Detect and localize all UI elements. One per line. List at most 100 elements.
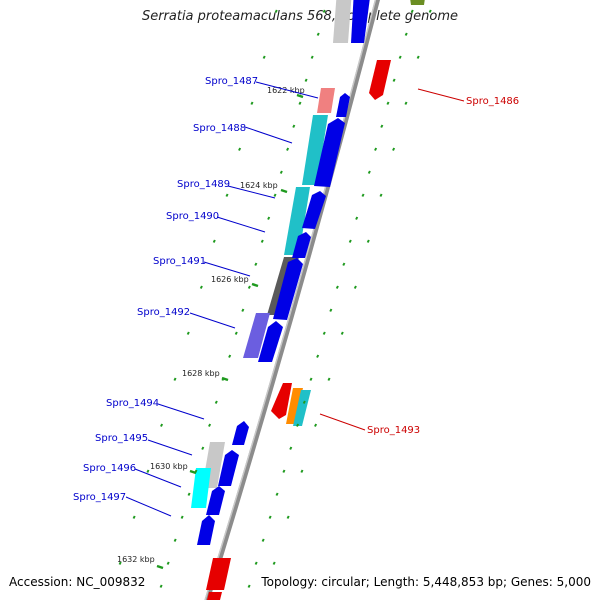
tick-dot-outer-2 [379, 193, 383, 197]
cds-forward-1496 [206, 486, 225, 515]
tick-dot-outer-2 [314, 423, 318, 427]
tick-dot-inner [228, 354, 232, 358]
feature-track-1496 [191, 468, 211, 508]
gene-label-spro-1488[interactable]: Spro_1488 [193, 123, 246, 134]
tick-dot-inner [173, 538, 177, 542]
tick-dot-outer-1 [380, 124, 384, 128]
gene-label-spro-1497[interactable]: Spro_1497 [73, 492, 126, 503]
tick-dot-inner [310, 55, 314, 59]
tick-dot-outer-1 [309, 377, 313, 381]
tick-dot-outer-1 [386, 101, 390, 105]
tick-label: 1632 kbp [117, 555, 155, 564]
cds-forward-1492 [258, 321, 283, 362]
gene-leader-line [417, 88, 465, 102]
gene-labels: Spro_1487 Spro_1488 Spro_1489 Spro_1490 Spro… [73, 76, 519, 517]
tick-dot-outer-1 [404, 32, 408, 36]
tick-dot-outer-2 [366, 239, 370, 243]
tick-dot-inner [187, 492, 191, 496]
tick-dot-outer-1 [322, 331, 326, 335]
topology-summary: Topology: circular; Length: 5,448,853 bp… [261, 575, 591, 589]
tick-mark [296, 93, 304, 99]
cds-forward-1489 [302, 191, 326, 229]
gene-label-spro-1490[interactable]: Spro_1490 [166, 211, 219, 222]
cds-reverse-1493 [271, 383, 292, 419]
tick-dot-outer-1 [329, 308, 333, 312]
tick-dot-outer-2 [272, 561, 276, 565]
gene-leader-line [203, 261, 251, 277]
tick-dot-outer-2 [340, 331, 344, 335]
tick-dot-outer-2 [286, 515, 290, 519]
tick-dot-outer-1 [410, 9, 414, 13]
cds-forward-1490 [292, 232, 311, 258]
tick-dot-outer-1 [275, 492, 279, 496]
tick-dot-inner-2 [186, 331, 190, 335]
tick-dot-inner [286, 147, 290, 151]
tick-dot-inner-2 [212, 239, 216, 243]
tick-label: 1624 kbp [240, 181, 278, 190]
gene-label-spro-1487[interactable]: Spro_1487 [205, 76, 258, 87]
tick-dot-outer-2 [300, 469, 304, 473]
tick-dot-outer-1 [261, 538, 265, 542]
tick-dot-outer-1 [296, 423, 300, 427]
tick-mark [156, 564, 164, 570]
tick-dot-inner [166, 561, 170, 565]
tick-dot-inner [254, 262, 258, 266]
gene-label-spro-1493[interactable]: Spro_1493 [367, 425, 420, 436]
tick-dot-inner [180, 515, 184, 519]
cds-reverse-bottom [206, 558, 231, 590]
tick-dot-inner-2 [146, 469, 150, 473]
tick-dot-inner-2 [118, 561, 122, 565]
gene-leader-line [216, 216, 266, 233]
gene-label-spro-1496[interactable]: Spro_1496 [83, 463, 136, 474]
cds-stripe-partial [333, 0, 352, 43]
tick-dot-outer-1 [348, 239, 352, 243]
tick-dot-outer-1 [247, 584, 251, 588]
gene-leader-line [255, 81, 319, 99]
cds-reverse-stripe-orange [286, 388, 303, 424]
tick-label: 1622 kbp [267, 86, 305, 95]
tick-dot-outer-2 [353, 285, 357, 289]
gene-leader-line [227, 185, 276, 199]
tick-dot-inner [292, 124, 296, 128]
gene-label-spro-1491[interactable]: Spro_1491 [153, 256, 206, 267]
gene-label-spro-1486[interactable]: Spro_1486 [466, 96, 519, 107]
accession-label: Accession: NC_009832 [9, 575, 146, 589]
tick-dot-inner-2 [199, 285, 203, 289]
tick-dot-inner [298, 101, 302, 105]
feature-track-1492 [243, 313, 270, 358]
tick-dot-inner [273, 193, 277, 197]
tick-mark [251, 282, 259, 288]
tick-mark [189, 469, 197, 475]
tick-dot-outer-1 [254, 561, 258, 565]
gene-label-spro-1494[interactable]: Spro_1494 [106, 398, 159, 409]
cds-reverse-stripe-teal [293, 390, 311, 426]
gene-label-spro-1489[interactable]: Spro_1489 [177, 179, 230, 190]
tick-dot-outer-1 [268, 515, 272, 519]
tick-dot-inner-2 [173, 377, 177, 381]
tick-label: 1630 kbp [150, 462, 188, 471]
tick-dot-inner [159, 584, 163, 588]
gene-label-spro-1495[interactable]: Spro_1495 [95, 433, 148, 444]
tick-dot-outer-1 [282, 469, 286, 473]
tick-dot-inner [247, 285, 251, 289]
gene-label-spro-1492[interactable]: Spro_1492 [137, 307, 190, 318]
cds-features [191, 60, 391, 600]
tick-dot-outer-1 [374, 147, 378, 151]
map-title: Serratia proteamaculans 568, complete ge… [141, 9, 459, 24]
tick-dot-outer-2 [416, 55, 420, 59]
top-partial-features [333, 0, 425, 43]
tick-dot-outer-1 [335, 285, 339, 289]
tick-dot-outer-1 [398, 55, 402, 59]
tick-dot-outer-1 [342, 262, 346, 266]
tick-dot-outer-1 [355, 216, 359, 220]
tick-dot-inner [267, 216, 271, 220]
tick-label: 1626 kbp [211, 275, 249, 284]
tick-dot-outer-1 [302, 400, 306, 404]
tick-dot-inner [304, 78, 308, 82]
cds-forward-1497 [197, 515, 215, 545]
genome-backbone [204, 0, 380, 600]
tick-dot-inner [241, 308, 245, 312]
tick-dot-inner [234, 331, 238, 335]
tick-dot-outer-1 [361, 193, 365, 197]
